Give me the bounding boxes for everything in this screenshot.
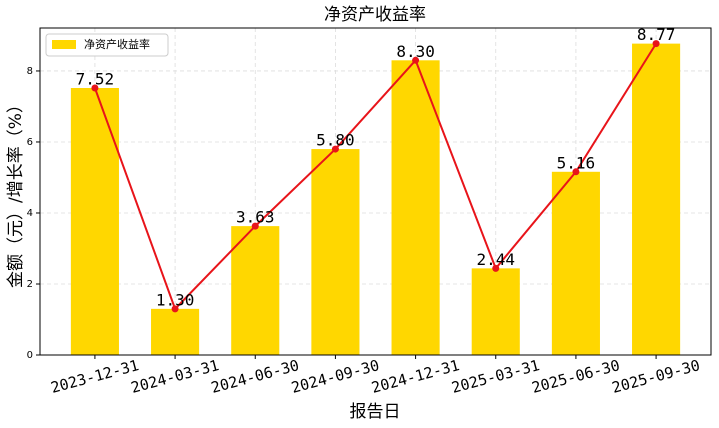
line-marker [492, 264, 500, 272]
line [93, 43, 657, 311]
legend-box [45, 33, 169, 57]
line-marker [331, 145, 339, 153]
bar [70, 88, 119, 355]
x-tick-label: 2024-09-30 [289, 356, 381, 397]
y-tick-label: 6 [27, 137, 33, 148]
bar [391, 60, 440, 355]
value-label: 8.30 [396, 42, 435, 61]
y-tick-label: 0 [27, 350, 33, 361]
legend-label: 净资产收益率 [84, 37, 150, 51]
bar [551, 171, 600, 355]
value-label: 5.16 [557, 153, 596, 172]
x-tick-label: 2025-06-30 [530, 356, 622, 397]
bar [311, 149, 360, 355]
line-marker [251, 222, 259, 230]
x-tick-label: 2025-09-30 [610, 356, 702, 397]
plot-frame [39, 27, 712, 356]
value-label: 5.80 [316, 131, 355, 150]
line-marker [171, 305, 179, 313]
x-axis-label: 报告日 [350, 402, 401, 422]
y-axis-label: 金额（元）/增长率（%） [6, 96, 26, 288]
x-tick-label: 2023-12-31 [49, 356, 141, 397]
line-marker [652, 40, 660, 48]
bar [151, 308, 200, 355]
bar [471, 268, 520, 355]
value-label: 7.52 [76, 70, 115, 89]
bar [632, 43, 681, 355]
x-tick-label: 2024-06-30 [209, 356, 301, 397]
line-marker [412, 56, 420, 64]
value-label: 1.30 [156, 290, 195, 309]
legend-swatch [52, 40, 76, 49]
value-label: 8.77 [637, 25, 676, 44]
y-tick-label: 4 [27, 208, 33, 219]
bar [231, 226, 280, 355]
y-tick-label: 8 [27, 66, 33, 77]
x-tick-label: 2024-12-31 [370, 356, 462, 397]
line-marker [91, 84, 99, 92]
value-label: 2.44 [476, 250, 515, 269]
chart-title: 净资产收益率 [324, 5, 426, 25]
y-tick-label: 2 [27, 279, 33, 290]
line-marker [572, 168, 580, 176]
x-tick-label: 2025-03-31 [450, 356, 542, 397]
value-label: 3.63 [236, 208, 275, 227]
x-tick-label: 2024-03-31 [129, 356, 221, 397]
